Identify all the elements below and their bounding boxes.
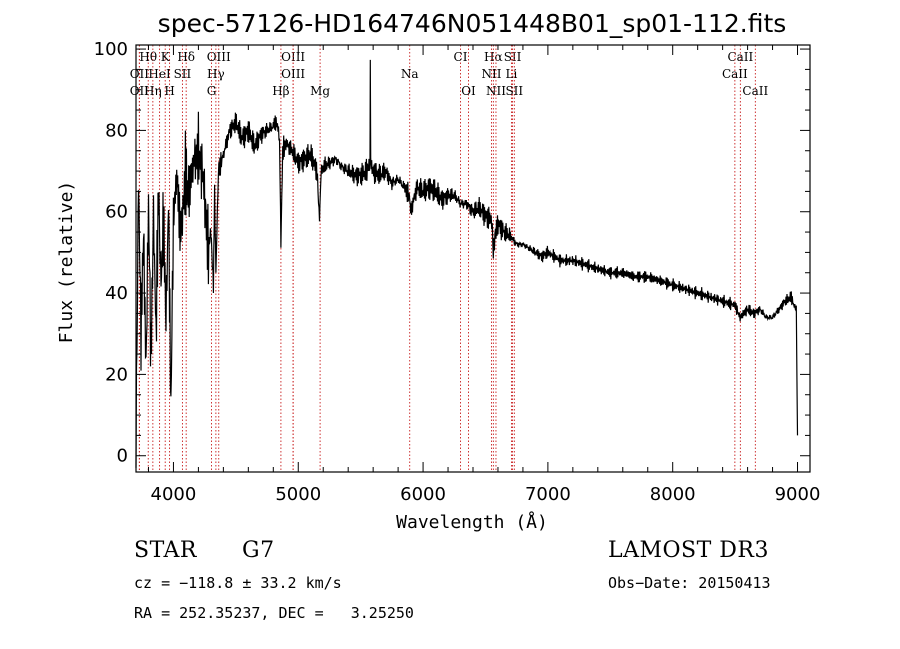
line-marker-label: Hθ [139,50,157,64]
line-marker-label: NII [481,67,501,81]
line-marker-label: Mg [310,84,330,98]
spectrum-chart: spec-57126-HD164746N051448B01_sp01-112.f… [56,9,821,533]
y-tick-label: 0 [117,446,128,467]
line-marker-label: CI [454,50,468,64]
line-marker-label: SII [174,67,192,81]
y-tick-label: 40 [105,283,128,304]
axis-ticks: 4000 5000 6000 7000 8000 9000 0 20 40 60 80 100 [94,39,821,505]
x-tick-label: 7000 [525,484,571,505]
y-tick-label: 60 [105,202,128,223]
line-marker-label: SII [505,84,523,98]
y-tick-label: 80 [105,120,128,141]
line-marker-label: OI [461,84,476,98]
line-marker-label: Hβ [272,84,289,98]
chart-title: spec-57126-HD164746N051448B01_sp01-112.f… [158,9,787,38]
line-marker-label: OII [130,84,150,98]
x-tick-label: 4000 [151,484,197,505]
observation-date: Obs−Date: 20150413 [608,574,771,592]
x-tick-label: 9000 [775,484,821,505]
spectral-subclass: G7 [242,538,275,563]
x-axis-label: Wavelength (Å) [396,511,548,533]
object-class: STAR [134,538,197,563]
line-marker-label: NII [486,84,506,98]
line-marker-label: G [207,84,217,98]
y-axis-label: Flux (relative) [56,181,77,344]
redshift-velocity: cz = −118.8 ± 33.2 km/s [134,574,342,592]
line-marker-label: Hη [144,84,162,98]
line-marker-label: H [164,84,174,98]
y-tick-label: 100 [94,39,128,60]
survey-name: LAMOST DR3 [608,538,769,563]
line-marker-label: SII [504,50,522,64]
line-marker-label: OIII [207,50,231,64]
line-marker-label: Na [401,67,419,81]
x-tick-label: 5000 [275,484,321,505]
line-marker-label: HeI [148,67,171,81]
line-marker-label: OIII [281,67,305,81]
line-marker-label: CaII [727,50,753,64]
line-marker-label: Hα [484,50,503,64]
line-marker-label: K [161,50,171,64]
x-tick-label: 6000 [400,484,446,505]
plot-frame [135,44,811,473]
y-tick-label: 20 [105,364,128,385]
coordinates: RA = 252.35237, DEC = 3.25250 [134,604,414,622]
line-marker-label: Li [506,67,518,81]
line-marker-label: Hγ [207,67,225,81]
line-marker-label: Hδ [177,50,195,64]
x-tick-label: 8000 [650,484,696,505]
line-marker-label: CaII [742,84,768,98]
spectrum-line [135,59,799,468]
line-marker-label: CaII [722,67,748,81]
